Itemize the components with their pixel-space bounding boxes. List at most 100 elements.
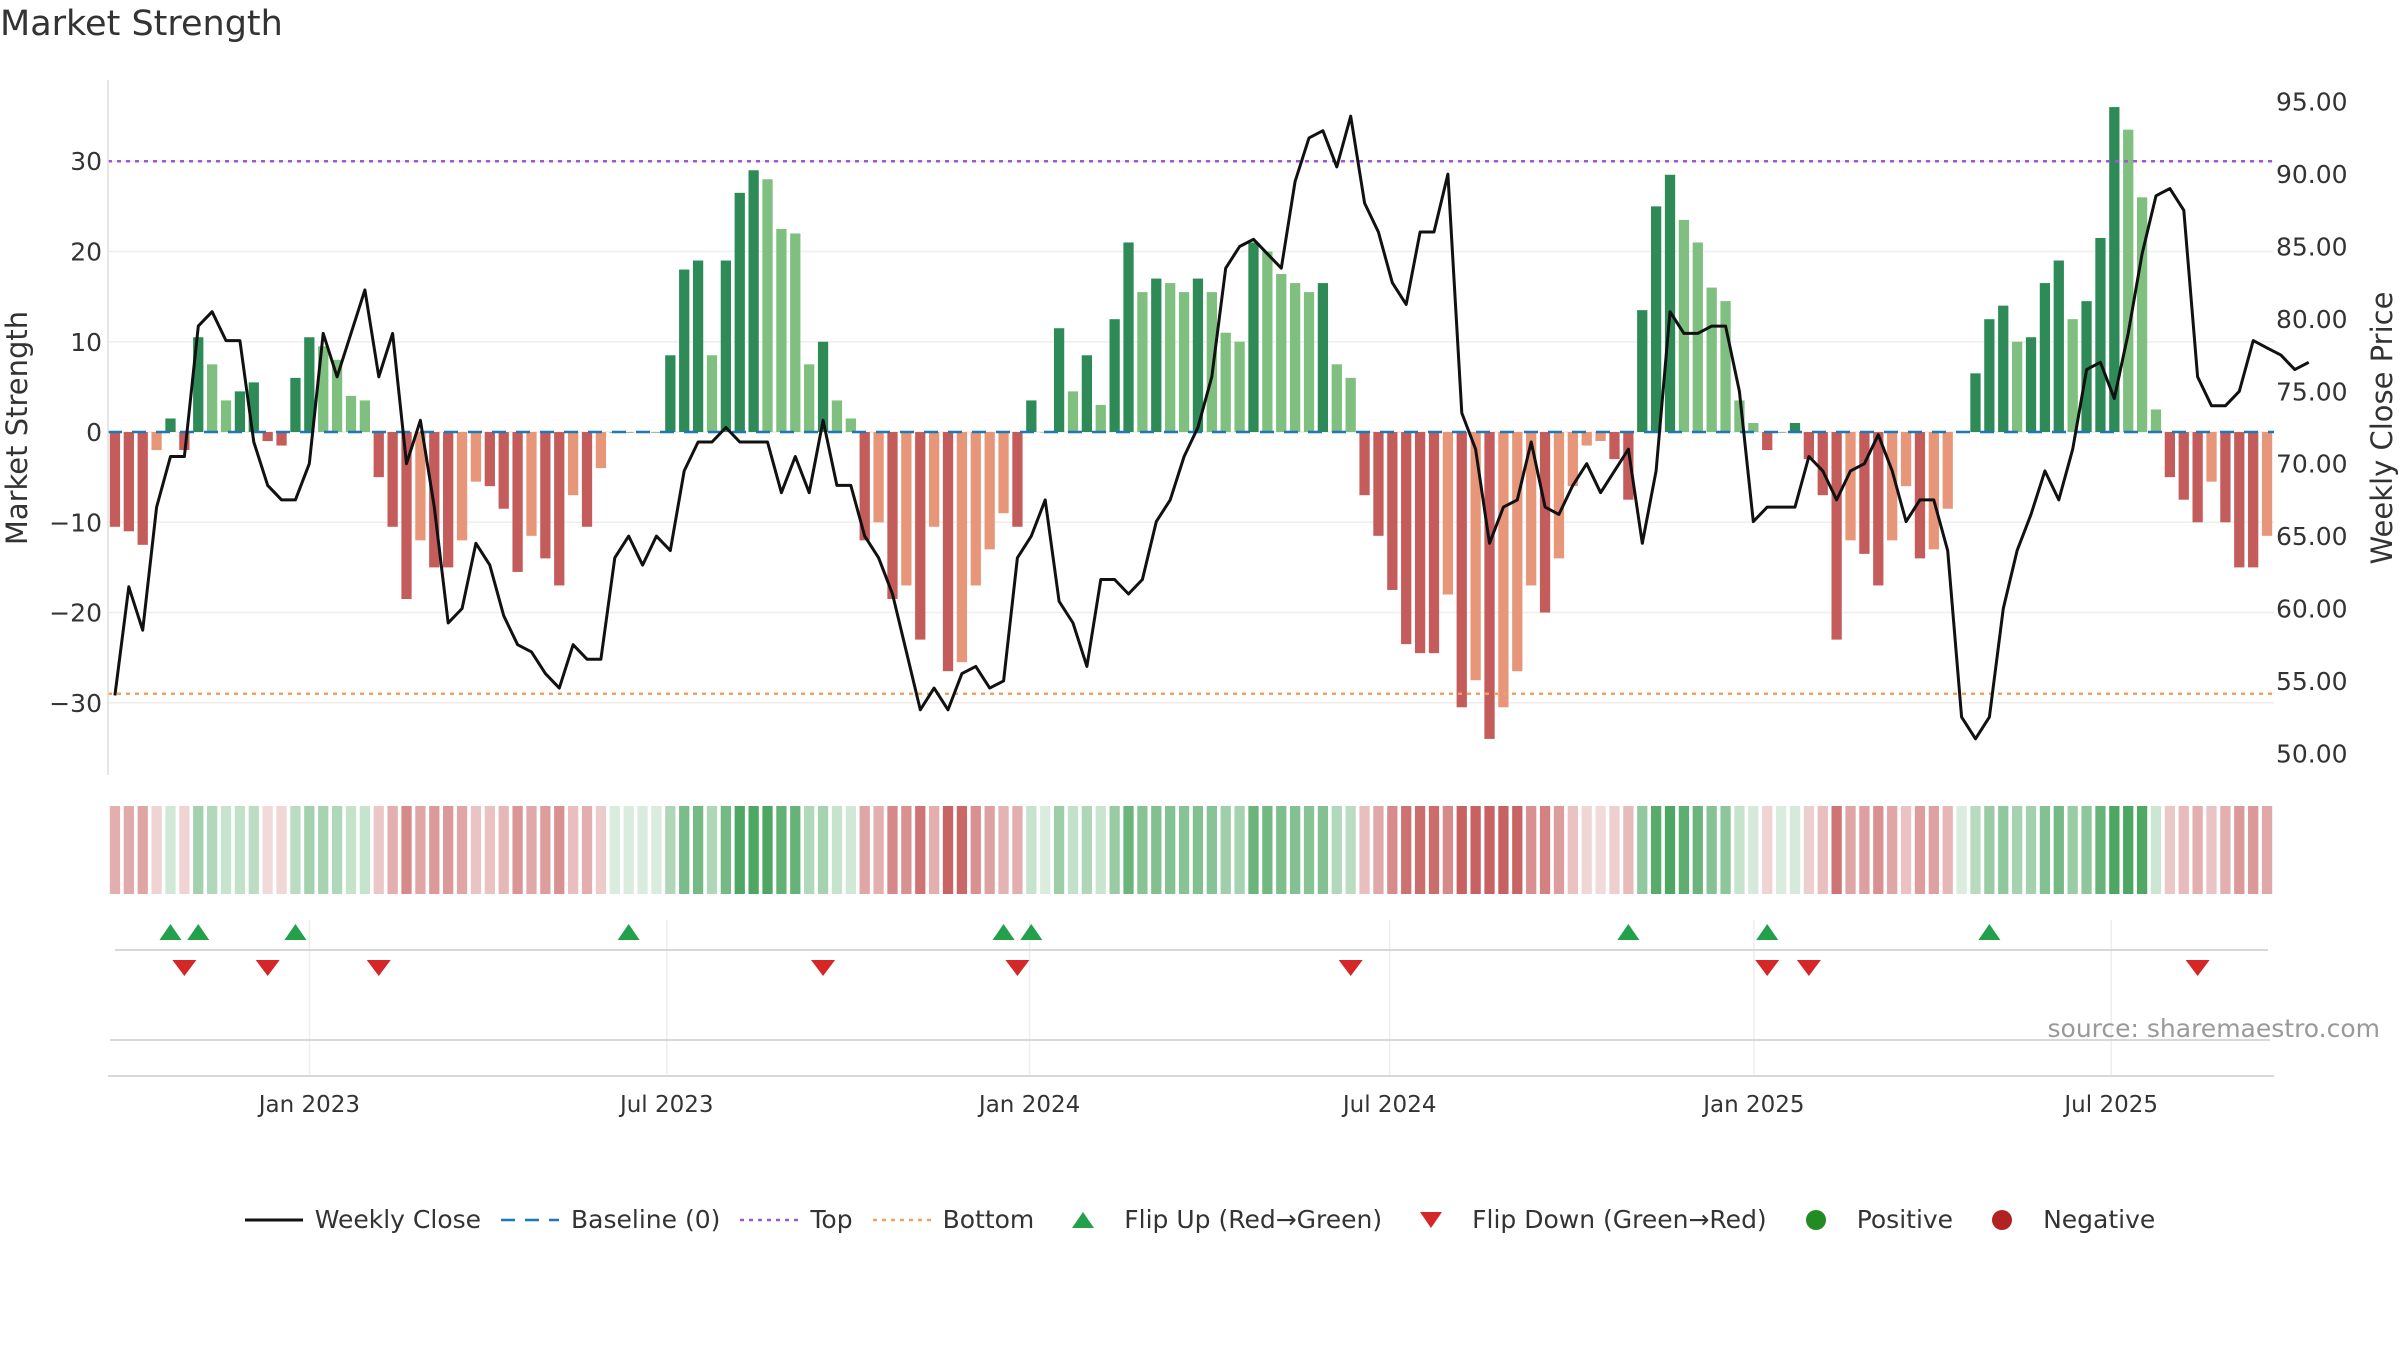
heat-cell xyxy=(1317,806,1329,894)
strength-bar xyxy=(2261,432,2273,536)
flip-down-marker xyxy=(811,960,836,976)
heat-cell xyxy=(1137,806,1148,894)
heat-cell xyxy=(1567,806,1578,894)
legend-positive[interactable]: Positive xyxy=(1787,1205,1953,1234)
heat-cell xyxy=(1678,806,1690,894)
strength-bar xyxy=(1595,432,1606,442)
strength-bar xyxy=(137,432,148,545)
y2-tick-label: 95.00 xyxy=(2276,88,2348,117)
strength-bar xyxy=(123,432,134,532)
heat-cell xyxy=(1151,806,1162,894)
y-tick-label: −20 xyxy=(49,599,102,628)
legend-bottom[interactable]: Bottom xyxy=(872,1205,1034,1234)
strength-bar xyxy=(1900,432,1912,487)
heat-cell xyxy=(2109,806,2120,894)
heat-cell xyxy=(1789,806,1801,894)
heat-cell xyxy=(151,806,162,894)
strength-bar xyxy=(206,364,218,433)
strength-bar xyxy=(942,432,954,672)
strength-bar xyxy=(1859,432,1870,554)
strength-bar xyxy=(498,432,509,509)
strength-bar xyxy=(345,395,357,433)
strength-bar xyxy=(1512,432,1523,672)
heat-cell xyxy=(2261,806,2273,894)
heat-cell xyxy=(2150,806,2162,894)
heat-cell xyxy=(567,806,579,894)
heat-cell xyxy=(637,806,648,894)
legend-flip-up[interactable]: Flip Up (Red→Green) xyxy=(1054,1205,1382,1234)
heat-cell xyxy=(345,806,357,894)
strength-bar xyxy=(248,382,259,433)
legend-weekly-close[interactable]: Weekly Close xyxy=(244,1205,481,1234)
y-tick-label: 10 xyxy=(70,328,102,357)
strength-bar xyxy=(970,432,981,586)
heat-cell xyxy=(970,806,981,894)
legend-label: Top xyxy=(810,1205,853,1234)
heat-cell xyxy=(2206,806,2217,894)
flip-up-marker xyxy=(1020,924,1043,940)
strength-bar xyxy=(776,228,787,433)
heat-cell xyxy=(2053,806,2064,894)
heat-cell xyxy=(1692,806,1703,894)
heat-cell xyxy=(540,806,551,894)
heat-cell xyxy=(1206,806,1217,894)
heat-cell xyxy=(2081,806,2092,894)
strength-bar xyxy=(2011,341,2023,433)
heat-cell xyxy=(290,806,301,894)
heat-cell xyxy=(1984,806,1995,894)
strength-bar xyxy=(1234,341,1245,433)
strength-bar xyxy=(1539,432,1551,613)
heat-cell xyxy=(484,806,495,894)
heat-cell xyxy=(1664,806,1676,894)
strength-bars xyxy=(109,107,2273,739)
heat-cell xyxy=(706,806,718,894)
strength-bar xyxy=(1498,432,1509,708)
heat-cell xyxy=(429,806,440,894)
flip-down-marker xyxy=(1755,960,1780,976)
strength-bar xyxy=(1401,432,1412,645)
legend-baseline[interactable]: Baseline (0) xyxy=(501,1205,720,1234)
heat-cell xyxy=(984,806,995,894)
strength-bar xyxy=(1220,332,1231,433)
strength-bar xyxy=(651,432,662,433)
strength-bar xyxy=(2095,237,2106,433)
flip-markers xyxy=(115,924,2268,976)
heat-cell xyxy=(1817,806,1828,894)
legend-dotted-swatch xyxy=(872,1218,931,1221)
strength-bar xyxy=(956,432,968,663)
heat-cell xyxy=(1303,806,1315,894)
strength-bar xyxy=(1026,400,1037,433)
heat-cell xyxy=(234,806,246,894)
legend-label: Negative xyxy=(2043,1205,2156,1234)
heat-cell xyxy=(1845,806,1856,894)
strength-bar xyxy=(2039,283,2051,433)
strength-bar xyxy=(373,432,384,478)
strength-bar xyxy=(2109,107,2120,433)
heat-cell xyxy=(2234,806,2245,894)
heat-cell xyxy=(1456,806,1467,894)
x-gridlines xyxy=(308,920,2112,1075)
heat-cell xyxy=(1123,806,1134,894)
legend-top[interactable]: Top xyxy=(740,1205,853,1234)
heat-cell xyxy=(1595,806,1606,894)
flip-down-marker xyxy=(1005,960,1030,976)
heat-cell xyxy=(887,806,898,894)
heat-cell xyxy=(1345,806,1356,894)
legend-flip-down[interactable]: Flip Down (Green→Red) xyxy=(1402,1205,1767,1234)
strength-bar xyxy=(1803,432,1815,460)
heat-cell xyxy=(1442,806,1454,894)
strength-bar xyxy=(2025,337,2037,433)
legend-negative[interactable]: Negative xyxy=(1973,1205,2155,1234)
heat-cell xyxy=(1081,806,1093,894)
heat-cell xyxy=(1401,806,1412,894)
chart-title: Market Strength xyxy=(0,4,283,44)
y2-tick-label: 65.00 xyxy=(2276,522,2348,551)
heat-cell xyxy=(1178,806,1190,894)
flip-down-marker xyxy=(1796,960,1821,976)
heat-cell xyxy=(2136,806,2148,894)
heat-cell xyxy=(123,806,134,894)
strength-bar xyxy=(2053,260,2064,433)
strength-bar xyxy=(2164,432,2176,478)
heat-cell xyxy=(415,806,426,894)
